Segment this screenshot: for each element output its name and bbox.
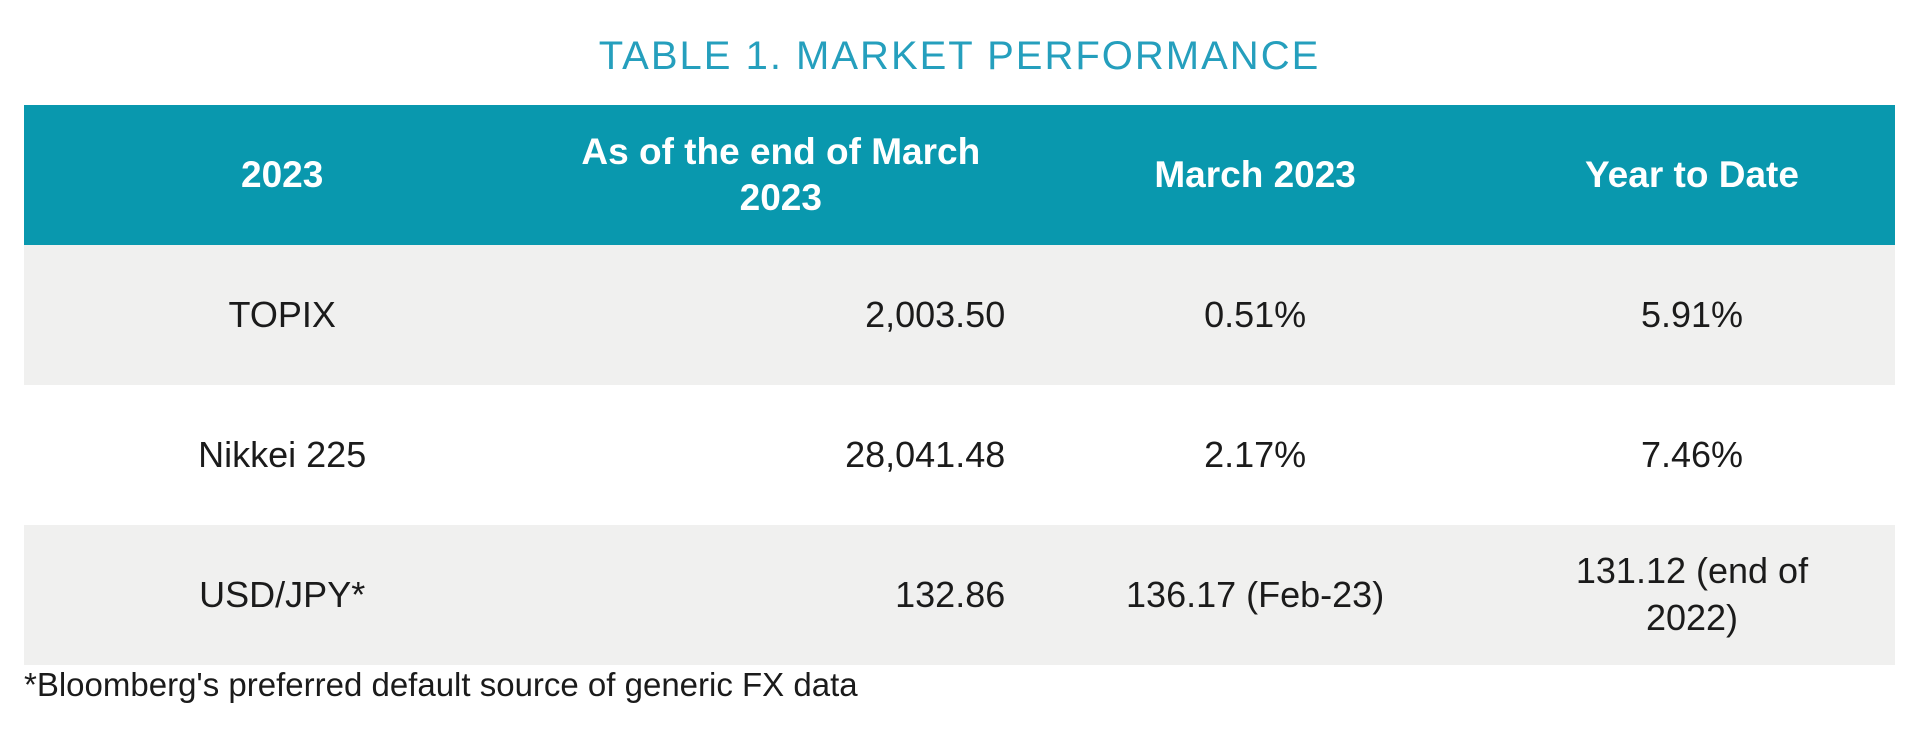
value-end-of-march: 132.86 bbox=[895, 573, 1006, 615]
column-header-march-2023: March 2023 bbox=[1154, 154, 1356, 196]
value-march-2023: 2.17% bbox=[1204, 433, 1307, 475]
value-march-2023: 136.17 (Feb-23) bbox=[1126, 573, 1385, 615]
row-label: USD/JPY* bbox=[199, 573, 366, 615]
market-performance-table: 2023 As of the end of March 2023 March 2… bbox=[24, 105, 1895, 665]
value-march-2023: 0.51% bbox=[1204, 293, 1307, 335]
value-end-of-march: 2,003.50 bbox=[865, 293, 1006, 335]
table-row-usdjpy: USD/JPY* 132.86 136.17 (Feb-23) 131.12 (… bbox=[24, 525, 1895, 665]
value-year-to-date: 7.46% bbox=[1640, 433, 1744, 475]
value-year-to-date: 5.91% bbox=[1640, 293, 1744, 335]
row-label: TOPIX bbox=[228, 293, 336, 335]
table-row-topix: TOPIX 2,003.50 0.51% 5.91% bbox=[24, 245, 1895, 385]
table-row-nikkei: Nikkei 225 28,041.48 2.17% 7.46% bbox=[24, 385, 1895, 525]
value-year-to-date-text: 131.12 (end of 2022) bbox=[1575, 550, 1809, 638]
value-end-of-march: 28,041.48 bbox=[845, 433, 1006, 475]
row-label: Nikkei 225 bbox=[198, 433, 367, 475]
footnote: *Bloomberg's preferred default source of… bbox=[24, 666, 858, 703]
table-title: TABLE 1. MARKET PERFORMANCE bbox=[598, 34, 1321, 78]
column-header-year-to-date: Year to Date bbox=[1585, 154, 1799, 196]
value-year-to-date: 131.12 (end of 2022) bbox=[1489, 525, 1895, 665]
table-header-row: 2023 As of the end of March 2023 March 2… bbox=[24, 105, 1895, 245]
column-header-end-of-march: As of the end of March 2023 bbox=[540, 105, 1021, 245]
column-header-end-of-march-label: As of the end of March 2023 bbox=[581, 131, 981, 218]
column-header-year: 2023 bbox=[241, 154, 324, 196]
